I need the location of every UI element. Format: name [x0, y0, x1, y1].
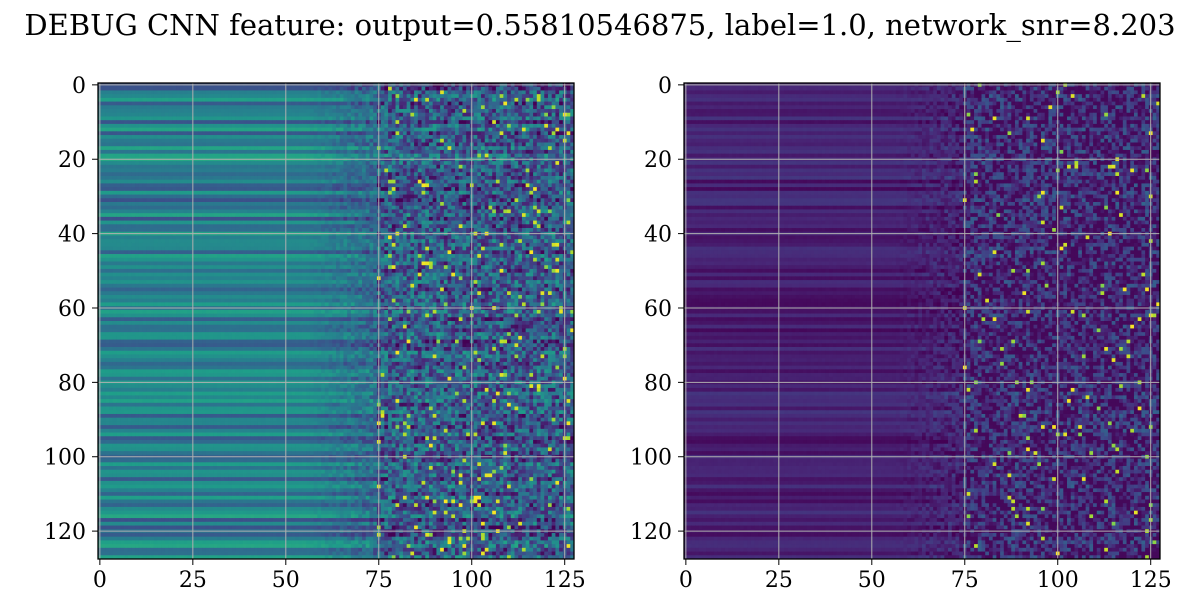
x-tick-label: 100	[451, 568, 493, 593]
y-tick-label: 100	[630, 446, 672, 471]
chart-left: 0 25 50 75 100 125 0 20 40 60 80 100 120	[0, 0, 600, 600]
x-tick-label: 0	[679, 568, 693, 593]
ticks-right: 0 25 50 75 100 125 0 20 40 60 80 100 120	[630, 74, 1172, 593]
x-tick-label: 125	[544, 568, 586, 593]
x-tick-label: 50	[858, 568, 886, 593]
x-tick-label: 125	[1130, 568, 1172, 593]
x-tick-label: 75	[365, 568, 393, 593]
y-tick-label: 120	[630, 520, 672, 545]
x-tick-label: 75	[951, 568, 979, 593]
heatmap-right	[684, 83, 1160, 559]
x-tick-label: 25	[179, 568, 207, 593]
y-tick-label: 20	[644, 148, 672, 173]
grid-right	[684, 83, 1160, 559]
axes-frame-right	[684, 83, 1160, 559]
x-tick-label: 100	[1037, 568, 1079, 593]
y-tick-label: 80	[644, 371, 672, 396]
y-tick-label: 60	[58, 297, 86, 322]
y-tick-label: 100	[44, 446, 86, 471]
x-tick-label: 50	[272, 568, 300, 593]
x-tick-label: 0	[93, 568, 107, 593]
y-tick-label: 0	[658, 74, 672, 99]
y-tick-label: 40	[58, 223, 86, 248]
heatmap-left	[98, 83, 574, 559]
y-tick-label: 60	[644, 297, 672, 322]
y-tick-label: 120	[44, 520, 86, 545]
x-tick-label: 25	[765, 568, 793, 593]
y-tick-label: 0	[72, 74, 86, 99]
y-tick-label: 40	[644, 223, 672, 248]
y-tick-label: 80	[58, 371, 86, 396]
y-tick-label: 20	[58, 148, 86, 173]
